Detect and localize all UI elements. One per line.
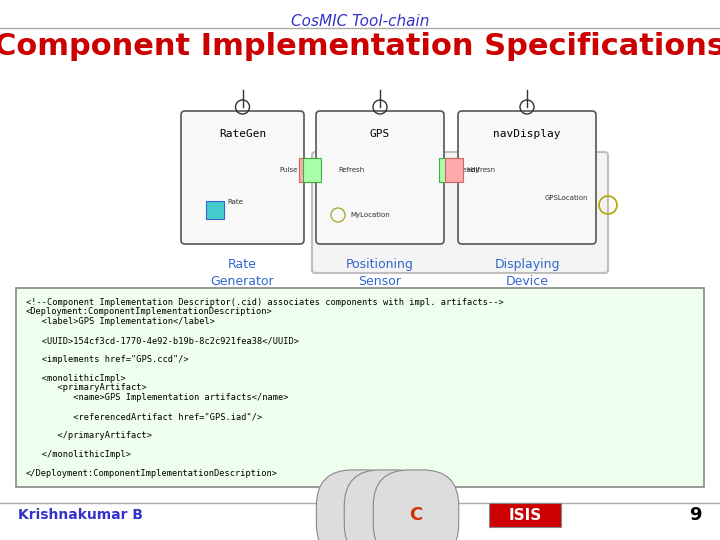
Text: MyLocation: MyLocation	[350, 212, 390, 218]
FancyBboxPatch shape	[445, 158, 463, 182]
Text: </primaryArtifact>: </primaryArtifact>	[26, 431, 152, 440]
Text: Krishnakumar B: Krishnakumar B	[18, 508, 143, 522]
Text: Ready: Ready	[458, 167, 480, 173]
Text: Rate: Rate	[227, 199, 243, 205]
Text: Component Implementation Specifications: Component Implementation Specifications	[0, 32, 720, 61]
Text: <Deployment:ComponentImplementationDescription>: <Deployment:ComponentImplementationDescr…	[26, 307, 273, 316]
Text: </Deployment:ComponentImplementationDescription>: </Deployment:ComponentImplementationDesc…	[26, 469, 278, 478]
Text: <!--Component Implementation Descriptor(.cid) associates components with impl. a: <!--Component Implementation Descriptor(…	[26, 298, 504, 307]
Text: GPSLocation: GPSLocation	[544, 195, 588, 201]
Text: <name>GPS Implementation artifacts</name>: <name>GPS Implementation artifacts</name…	[26, 393, 289, 402]
Text: navDisplay: navDisplay	[493, 129, 561, 139]
FancyBboxPatch shape	[16, 288, 704, 487]
Text: Rate
Generator: Rate Generator	[211, 258, 274, 288]
Text: C: C	[410, 506, 423, 524]
FancyBboxPatch shape	[316, 111, 444, 244]
Text: <label>GPS Implementation</label>: <label>GPS Implementation</label>	[26, 317, 215, 326]
Text: D: D	[353, 506, 367, 524]
Text: ISIS: ISIS	[508, 508, 541, 523]
Text: CosMIC Tool-chain: CosMIC Tool-chain	[291, 14, 429, 29]
Text: <monolithicImpl>: <monolithicImpl>	[26, 374, 126, 383]
Text: Displaying
Device: Displaying Device	[494, 258, 559, 288]
Text: RateGen: RateGen	[219, 129, 266, 139]
Text: <UUID>154cf3cd-1770-4e92-b19b-8c2c921fea38</UUID>: <UUID>154cf3cd-1770-4e92-b19b-8c2c921fea…	[26, 336, 299, 345]
Text: <referencedArtifact href="GPS.iad"/>: <referencedArtifact href="GPS.iad"/>	[26, 412, 262, 421]
Text: Pulse: Pulse	[279, 167, 298, 173]
FancyBboxPatch shape	[303, 158, 321, 182]
Text: Refresh: Refresh	[338, 167, 364, 173]
FancyBboxPatch shape	[439, 158, 457, 182]
Text: <primaryArtifact>: <primaryArtifact>	[26, 383, 147, 393]
Text: Halfresn: Halfresn	[466, 167, 495, 173]
Text: GPS: GPS	[370, 129, 390, 139]
FancyBboxPatch shape	[458, 111, 596, 244]
Text: O: O	[380, 506, 395, 524]
FancyBboxPatch shape	[312, 152, 608, 273]
Text: <implements href="GPS.ccd"/>: <implements href="GPS.ccd"/>	[26, 355, 189, 364]
FancyBboxPatch shape	[489, 503, 561, 527]
FancyBboxPatch shape	[206, 201, 224, 219]
FancyBboxPatch shape	[181, 111, 304, 244]
FancyBboxPatch shape	[299, 158, 317, 182]
Text: </monolithicImpl>: </monolithicImpl>	[26, 450, 131, 459]
Text: Positioning
Sensor: Positioning Sensor	[346, 258, 414, 288]
Text: 9: 9	[690, 506, 702, 524]
